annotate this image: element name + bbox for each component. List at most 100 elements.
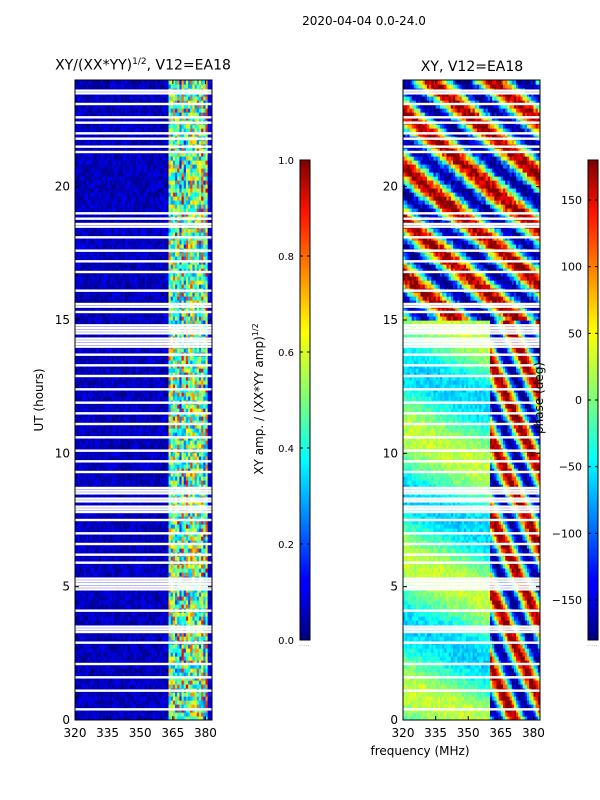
left-heatmap-cell (129, 604, 133, 609)
left-heatmap-cell (196, 704, 200, 709)
left-heatmap-cell (135, 428, 139, 433)
left-heatmap-cell (85, 484, 89, 489)
left-heatmap-cell (175, 592, 178, 597)
left-heatmap-cell (116, 636, 120, 641)
left-heatmap-cell (77, 692, 80, 697)
left-heatmap-cell (127, 444, 130, 449)
left-heatmap-cell (155, 468, 159, 473)
left-heatmap-cell (190, 440, 194, 445)
left-heatmap-cell (103, 432, 107, 437)
left-heatmap-cell (88, 572, 91, 577)
left-heatmap-cell (79, 652, 83, 657)
left-heatmap-cell (133, 704, 137, 709)
left-heatmap-cell (90, 512, 93, 517)
left-heatmap-cell (116, 644, 120, 649)
left-heatmap-cell (127, 668, 130, 673)
left-heatmap-cell (183, 540, 187, 545)
left-heatmap-cell (88, 716, 91, 720)
left-heatmap-cell (194, 548, 198, 553)
left-heatmap-cell (146, 444, 150, 449)
left-heatmap-cell (168, 712, 172, 717)
left-heatmap-cell (105, 528, 109, 533)
left-heatmap-cell (118, 696, 122, 701)
left-heatmap-cell (205, 692, 209, 697)
left-heatmap-cell (183, 476, 187, 481)
left-heatmap-cell (133, 424, 137, 429)
left-heatmap-cell (179, 704, 183, 709)
left-heatmap-cell (179, 712, 183, 717)
left-heatmap-cell (75, 572, 78, 577)
left-heatmap-cell (114, 596, 117, 601)
left-heatmap-cell (127, 712, 130, 717)
left-heatmap-cell (196, 404, 200, 409)
left-heatmap-cell (181, 684, 185, 689)
left-heatmap-cell (90, 432, 93, 437)
left-heatmap-cell (77, 480, 80, 485)
left-heatmap-cell (201, 420, 204, 425)
left-heatmap-cell (138, 648, 141, 653)
left-heatmap-cell (205, 524, 209, 529)
left-heatmap-cell (90, 428, 93, 433)
left-heatmap-cell (207, 620, 211, 625)
left-heatmap-cell (133, 648, 137, 653)
left-heatmap-cell (185, 420, 189, 425)
left-heatmap-cell (181, 468, 185, 473)
left-heatmap-cell (81, 564, 85, 569)
left-heatmap-cell (101, 524, 104, 529)
left-heatmap-cell (138, 432, 141, 437)
left-heatmap-cell (185, 652, 189, 657)
left-heatmap-cell (157, 416, 161, 421)
left-heatmap-cell (201, 644, 204, 649)
left-heatmap-cell (177, 452, 180, 457)
left-heatmap-cell (98, 404, 102, 409)
left-heatmap-cell (161, 700, 165, 705)
left-heatmap-cell (109, 704, 113, 709)
left-heatmap-cell (166, 472, 170, 477)
left-heatmap-cell (159, 468, 163, 473)
left-heatmap-cell (75, 668, 78, 673)
left-heatmap-cell (181, 556, 185, 561)
left-heatmap-cell (153, 468, 157, 473)
left-heatmap-cell (168, 648, 172, 653)
left-heatmap-cell (138, 696, 141, 701)
left-heatmap-cell (98, 572, 102, 577)
left-heatmap-cell (151, 548, 154, 553)
left-heatmap-cell (105, 660, 109, 665)
left-heatmap-cell (109, 596, 113, 601)
left-heatmap-cell (170, 680, 174, 685)
left-heatmap-cell (98, 540, 102, 545)
left-heatmap-cell (129, 520, 133, 525)
left-heatmap-cell (111, 660, 115, 665)
left-heatmap-cell (111, 596, 115, 601)
left-heatmap-cell (203, 420, 207, 425)
left-heatmap-cell (135, 712, 139, 717)
left-heatmap-cell (103, 536, 107, 541)
left-heatmap-cell (142, 452, 146, 457)
left-heatmap-cell (129, 672, 133, 677)
left-heatmap-cell (172, 572, 176, 577)
left-heatmap-cell (148, 452, 152, 457)
left-heatmap-cell (111, 544, 115, 549)
left-heatmap-cell (96, 680, 100, 685)
left-heatmap-cell (170, 656, 174, 661)
left-heatmap-cell (129, 620, 133, 625)
left-heatmap-cell (185, 456, 189, 461)
left-heatmap-cell (116, 600, 120, 605)
left-heatmap-cell (127, 536, 130, 541)
left-heatmap-cell (83, 428, 87, 433)
left-heatmap-cell (120, 680, 124, 685)
left-heatmap-cell (79, 568, 83, 573)
left-heatmap-cell (107, 564, 111, 569)
left-heatmap-cell (155, 404, 159, 409)
left-heatmap-cell (207, 516, 211, 521)
left-heatmap-cell (125, 516, 128, 521)
left-heatmap-cell (131, 408, 135, 413)
left-heatmap-cell (114, 620, 117, 625)
left-heatmap-cell (179, 672, 183, 677)
left-heatmap-cell (114, 472, 117, 477)
left-heatmap-cell (177, 408, 180, 413)
left-heatmap-cell (205, 444, 209, 449)
left-heatmap-cell (116, 684, 120, 689)
left-heatmap-cell (201, 456, 204, 461)
left-heatmap-cell (138, 712, 141, 717)
